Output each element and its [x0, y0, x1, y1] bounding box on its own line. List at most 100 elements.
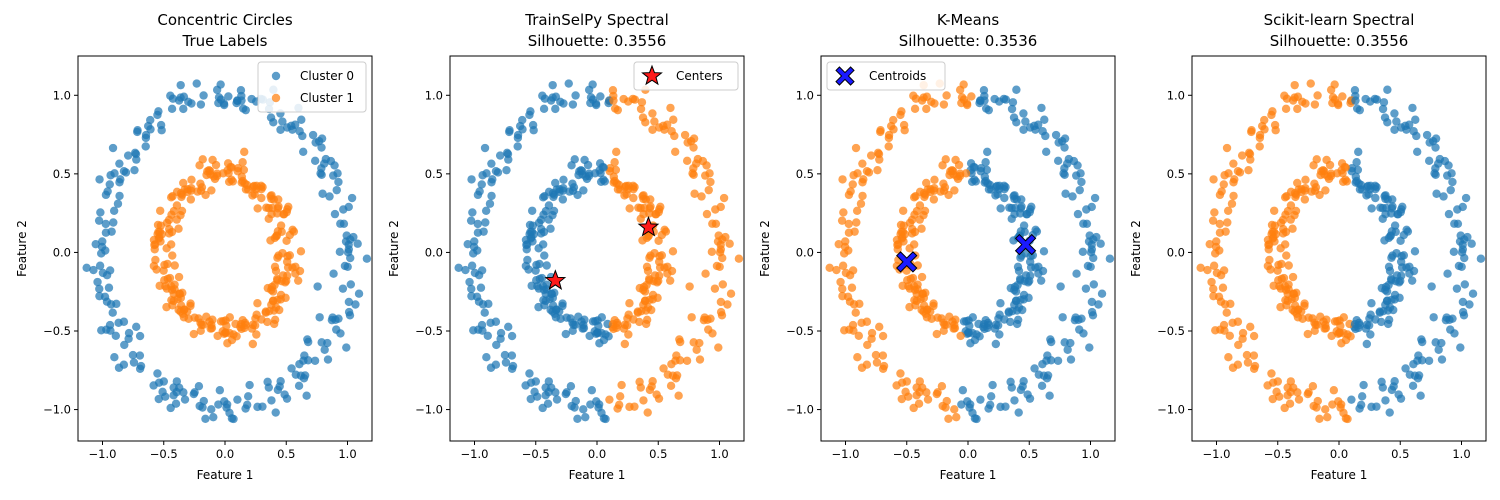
scatter-point [1322, 155, 1331, 165]
scatter-point [838, 284, 847, 294]
scatter-point [581, 412, 590, 422]
scatter-point [1356, 400, 1366, 410]
scatter-point [1249, 351, 1259, 360]
scatter-point [1072, 269, 1081, 278]
scatter-point [1416, 391, 1425, 400]
scatter-point [1249, 331, 1259, 341]
y-tick-label: 1.0 [1167, 88, 1185, 102]
scatter-point [115, 191, 124, 201]
scatter-point [1083, 261, 1093, 271]
scatter-point [518, 125, 527, 134]
scatter-point [290, 120, 300, 129]
scatter-point [1006, 317, 1015, 327]
scatter-point [141, 142, 150, 151]
scatter-point [105, 180, 114, 189]
scatter-point [538, 193, 548, 202]
scatter-point [715, 248, 725, 257]
scatter-point [1196, 263, 1205, 272]
scatter-point [1402, 263, 1411, 272]
scatter-point [1323, 172, 1332, 181]
scatter-point [89, 265, 98, 275]
scatter-point [651, 210, 661, 219]
scatter-point [187, 175, 196, 184]
scatter-point [1339, 408, 1348, 418]
scatter-point [915, 377, 925, 386]
center-star-marker [544, 269, 567, 290]
scatter-point [470, 268, 480, 278]
scatter-point [1105, 254, 1115, 263]
scatter-point [531, 377, 540, 386]
scatter-point [349, 232, 358, 242]
scatter-point [1381, 194, 1390, 204]
scatter-point [1362, 320, 1372, 329]
scatter-point [333, 169, 342, 178]
scatter-point [502, 165, 511, 175]
scatter-point [1410, 247, 1420, 256]
scatter-point [504, 322, 513, 332]
scatter-point [1037, 381, 1047, 391]
y-axis-label: Feature 2 [1129, 220, 1143, 277]
scatter-point [1409, 127, 1418, 136]
scatter-point [1380, 236, 1389, 245]
scatter-point [262, 203, 271, 212]
scatter-point [683, 138, 692, 147]
scatter-point [884, 142, 893, 151]
scatter-point [1280, 193, 1290, 202]
scatter-point [1260, 125, 1269, 134]
scatter-point [1036, 276, 1046, 285]
scatter-point [1060, 134, 1070, 143]
scatter-point [199, 91, 208, 100]
scatter-point [957, 98, 966, 108]
scatter-point [98, 237, 107, 246]
scatter-point [874, 149, 884, 159]
scatter-point [227, 163, 236, 172]
scatter-point [844, 228, 854, 237]
scatter-point [562, 313, 571, 322]
scatter-point [1461, 193, 1471, 203]
scatter-point [1446, 185, 1455, 195]
scatter-point [1456, 231, 1465, 240]
scatter-point [336, 329, 345, 338]
scatter-point [858, 159, 867, 168]
scatter-point [1304, 313, 1313, 322]
scatter-point [1449, 247, 1459, 257]
scatter-point [662, 120, 672, 129]
legend-marker-circle [271, 93, 281, 103]
scatter-point [533, 392, 542, 401]
scatter-point [1229, 191, 1238, 201]
y-tick-label: −0.5 [415, 324, 443, 338]
scatter-point [538, 91, 547, 100]
legend-box [826, 61, 946, 91]
scatter-point [1087, 307, 1097, 317]
scatter-point [712, 261, 722, 271]
scatter-point [976, 395, 985, 404]
scatter-point [485, 199, 495, 208]
scatter-point [1082, 205, 1091, 214]
scatter-point [1245, 149, 1255, 159]
scatter-point [976, 167, 985, 176]
scatter-point [237, 178, 246, 187]
scatter-point [958, 386, 968, 395]
scatter-point [1222, 143, 1232, 153]
scatter-point [336, 219, 345, 228]
scatter-point [248, 339, 258, 349]
scatter-point [1448, 177, 1457, 187]
scatter-point [310, 156, 320, 166]
scatter-point [1267, 369, 1276, 378]
scatter-point [1053, 356, 1063, 365]
scatter-point [648, 125, 657, 134]
scatter-point [248, 320, 258, 329]
y-tick-label: 0.0 [53, 245, 71, 259]
scatter-point [180, 305, 189, 314]
scatter-point [507, 351, 517, 360]
scatter-point [609, 178, 618, 187]
scatter-point [513, 133, 523, 143]
scatter-point [1242, 350, 1252, 360]
scatter-point [1439, 192, 1448, 201]
scatter-point [591, 316, 600, 326]
scatter-point [660, 263, 669, 272]
scatter-point [95, 284, 104, 294]
scatter-point [131, 149, 141, 159]
scatter-point [273, 385, 283, 395]
scatter-point [170, 261, 179, 270]
